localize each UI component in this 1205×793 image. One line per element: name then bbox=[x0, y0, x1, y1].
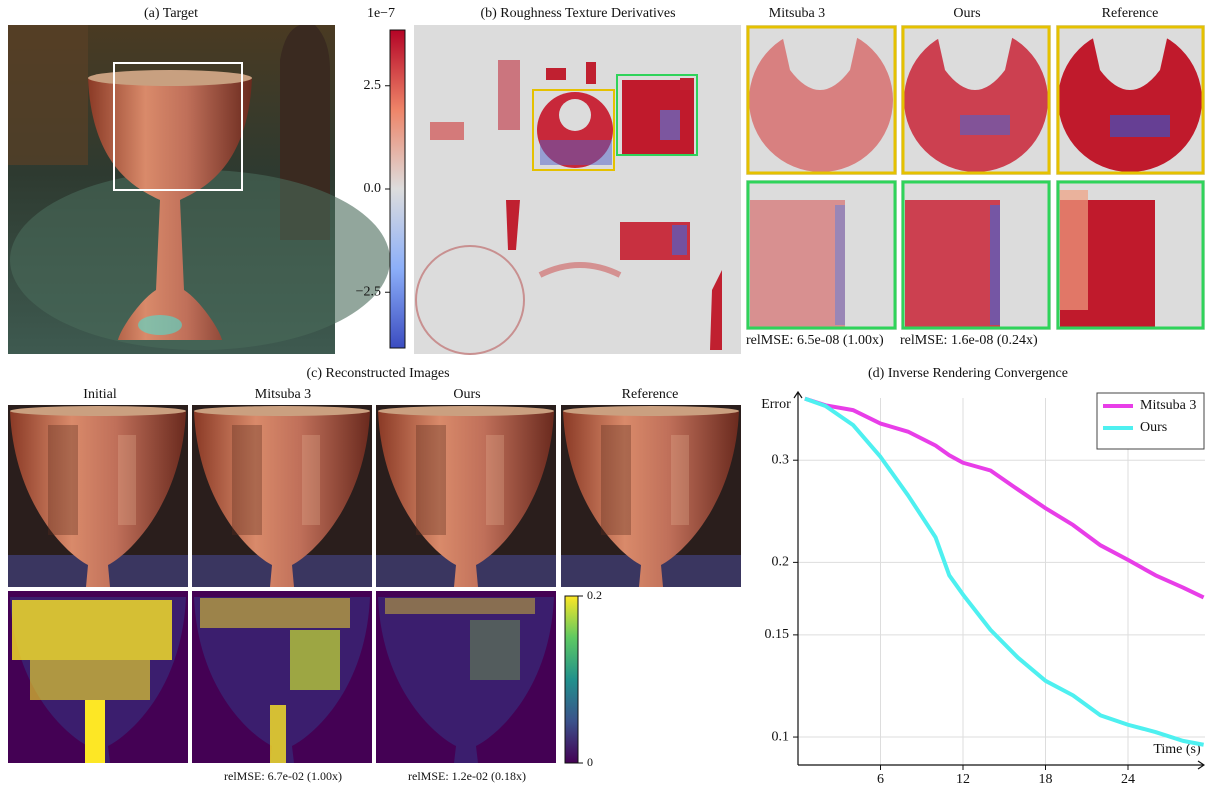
column-label: Ours bbox=[953, 6, 980, 21]
target-image bbox=[8, 25, 390, 354]
column-label: Reference bbox=[622, 387, 679, 402]
y-tick-label: 0.2 bbox=[772, 555, 790, 570]
panel-title: (a) Target bbox=[144, 6, 198, 21]
crop-grid bbox=[746, 25, 1205, 330]
y-tick-label: 0.1 bbox=[772, 729, 790, 744]
column-label: Mitsuba 3 bbox=[769, 6, 825, 21]
derivative-image bbox=[414, 25, 741, 354]
metric-label: relMSE: 6.7e-02 (1.00x) bbox=[224, 769, 342, 783]
legend-label: Ours bbox=[1140, 420, 1167, 435]
render-image bbox=[376, 405, 556, 587]
legend-label: Mitsuba 3 bbox=[1140, 398, 1196, 413]
x-tick-label: 6 bbox=[877, 772, 884, 787]
column-label: Ours bbox=[453, 387, 480, 402]
x-axis bbox=[798, 761, 1204, 769]
colorbar-tick-label: −2.5 bbox=[356, 284, 381, 299]
render-image bbox=[8, 405, 188, 587]
colorbar-label: 1e−7 bbox=[367, 6, 395, 21]
render-image bbox=[192, 405, 372, 587]
colorbar-tick-label: 2.5 bbox=[364, 78, 382, 93]
metric-label: relMSE: 6.5e-08 (1.00x) bbox=[746, 333, 884, 348]
figure: (a) Target 1e−7 (b) Roughness Texture De… bbox=[0, 0, 1205, 788]
x-tick-label: 24 bbox=[1121, 772, 1135, 787]
panel-title: (c) Reconstructed Images bbox=[306, 366, 449, 381]
column-label: Initial bbox=[83, 387, 117, 402]
colorbar bbox=[565, 596, 578, 763]
panel-title: (b) Roughness Texture Derivatives bbox=[480, 6, 675, 21]
colorbar-tick-label: 0.2 bbox=[587, 588, 602, 602]
render-image bbox=[561, 405, 741, 587]
column-label: Reference bbox=[1102, 6, 1159, 21]
x-tick-label: 12 bbox=[956, 772, 970, 787]
series-line bbox=[805, 399, 1204, 745]
colorbar-tick-label: 0 bbox=[587, 755, 593, 769]
colorbar bbox=[390, 30, 405, 348]
y-tick-label: 0.3 bbox=[772, 452, 790, 467]
metric-label: relMSE: 1.6e-08 (0.24x) bbox=[900, 333, 1038, 348]
y-tick-label: 0.15 bbox=[765, 627, 790, 642]
column-label: Mitsuba 3 bbox=[255, 387, 311, 402]
colorbar-tick-label: 0.0 bbox=[364, 181, 382, 196]
metric-label: relMSE: 1.2e-02 (0.18x) bbox=[408, 769, 526, 783]
y-axis bbox=[794, 392, 802, 765]
x-tick-label: 18 bbox=[1039, 772, 1053, 787]
error-maps bbox=[8, 591, 556, 763]
y-axis-label: Error bbox=[761, 397, 791, 412]
chart-title: (d) Inverse Rendering Convergence bbox=[868, 366, 1068, 381]
